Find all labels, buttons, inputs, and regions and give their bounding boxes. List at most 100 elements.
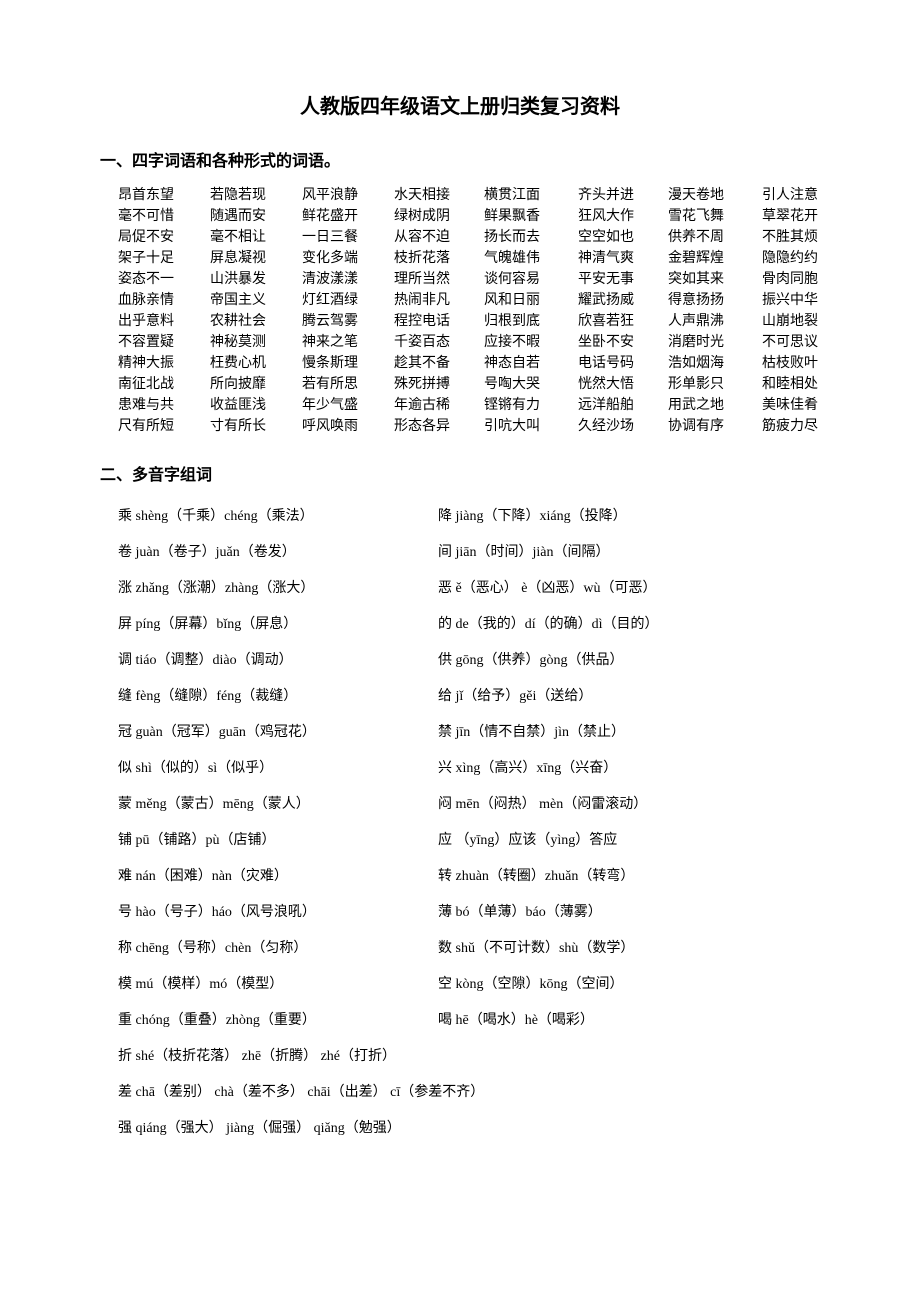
idiom-cell: 金碧辉煌 <box>668 248 748 269</box>
poly-row: 蒙 měng（蒙古）mēng（蒙人）闷 mēn（闷热） mèn（闷雷滚动） <box>118 787 820 823</box>
idiom-cell: 供养不周 <box>668 227 748 248</box>
idiom-cell: 山崩地裂 <box>762 311 842 332</box>
idiom-cell: 毫不相让 <box>210 227 290 248</box>
poly-full-cell: 折 shé（枝折花落） zhē（折腾） zhé（打折） <box>118 1039 820 1075</box>
idiom-cell: 应接不暇 <box>484 332 564 353</box>
idiom-cell: 突如其来 <box>668 269 748 290</box>
idiom-cell: 气魄雄伟 <box>484 248 564 269</box>
document-title: 人教版四年级语文上册归类复习资料 <box>100 90 820 119</box>
poly-left-cell: 卷 juàn（卷子）juǎn（卷发） <box>118 535 438 571</box>
poly-right-cell: 空 kòng（空隙）kōng（空间） <box>438 967 820 1003</box>
idiom-cell: 形单影只 <box>668 374 748 395</box>
idiom-block: 昂首东望若隐若现风平浪静水天相接横贯江面齐头并进漫天卷地引人注意毫不可惜随遇而安… <box>118 185 820 437</box>
idiom-cell: 和睦相处 <box>762 374 842 395</box>
idiom-cell: 尺有所短 <box>118 416 198 437</box>
poly-row: 屏 píng（屏幕）bǐng（屏息）的 de（我的）dí（的确）dì（目的） <box>118 607 820 643</box>
polyphonic-block: 乘 shèng（千乘）chéng（乘法）降 jiàng（下降）xiáng（投降）… <box>118 499 820 1147</box>
idiom-cell: 水天相接 <box>394 185 474 206</box>
poly-left-cell: 冠 guàn（冠军）guān（鸡冠花） <box>118 715 438 751</box>
idiom-cell: 出乎意料 <box>118 311 198 332</box>
idiom-cell: 横贯江面 <box>484 185 564 206</box>
idiom-cell: 收益匪浅 <box>210 395 290 416</box>
idiom-cell: 帝国主义 <box>210 290 290 311</box>
idiom-cell: 消磨时光 <box>668 332 748 353</box>
poly-left-cell: 乘 shèng（千乘）chéng（乘法） <box>118 499 438 535</box>
idiom-row: 南征北战所向披靡若有所思殊死拼搏号啕大哭恍然大悟形单影只和睦相处 <box>118 374 820 395</box>
section-2-heading: 二、多音字组词 <box>100 461 820 485</box>
idiom-cell: 美味佳肴 <box>762 395 842 416</box>
idiom-cell: 谈何容易 <box>484 269 564 290</box>
poly-right-cell: 喝 hē（喝水）hè（喝彩） <box>438 1003 820 1039</box>
poly-row: 难 nán（困难）nàn（灾难）转 zhuàn（转圈）zhuǎn（转弯） <box>118 859 820 895</box>
idiom-cell: 若隐若现 <box>210 185 290 206</box>
idiom-row: 出乎意料农耕社会腾云驾雾程控电话归根到底欣喜若狂人声鼎沸山崩地裂 <box>118 311 820 332</box>
idiom-cell: 隐隐约约 <box>762 248 842 269</box>
poly-row-full: 折 shé（枝折花落） zhē（折腾） zhé（打折） <box>118 1039 820 1075</box>
idiom-cell: 姿态不一 <box>118 269 198 290</box>
poly-left-cell: 涨 zhǎng（涨潮）zhàng（涨大） <box>118 571 438 607</box>
idiom-row: 精神大振枉费心机慢条斯理趁其不备神态自若电话号码浩如烟海枯枝败叶 <box>118 353 820 374</box>
poly-right-cell: 数 shǔ（不可计数）shù（数学） <box>438 931 820 967</box>
idiom-cell: 一日三餐 <box>302 227 382 248</box>
idiom-cell: 形态各异 <box>394 416 474 437</box>
idiom-row: 毫不可惜随遇而安鲜花盛开绿树成阴鲜果飘香狂风大作雪花飞舞草翠花开 <box>118 206 820 227</box>
poly-right-cell: 降 jiàng（下降）xiáng（投降） <box>438 499 820 535</box>
poly-right-cell: 兴 xìng（高兴）xīng（兴奋） <box>438 751 820 787</box>
page-container: 人教版四年级语文上册归类复习资料 一、四字词语和各种形式的词语。 昂首东望若隐若… <box>0 0 920 1302</box>
poly-row: 重 chóng（重叠）zhòng（重要）喝 hē（喝水）hè（喝彩） <box>118 1003 820 1039</box>
idiom-cell: 变化多端 <box>302 248 382 269</box>
idiom-cell: 年少气盛 <box>302 395 382 416</box>
idiom-cell: 坐卧不安 <box>578 332 658 353</box>
idiom-cell: 随遇而安 <box>210 206 290 227</box>
poly-row: 称 chēng（号称）chèn（匀称）数 shǔ（不可计数）shù（数学） <box>118 931 820 967</box>
idiom-cell: 扬长而去 <box>484 227 564 248</box>
poly-left-cell: 称 chēng（号称）chèn（匀称） <box>118 931 438 967</box>
poly-right-cell: 供 gōng（供养）gòng（供品） <box>438 643 820 679</box>
idiom-row: 局促不安毫不相让一日三餐从容不迫扬长而去空空如也供养不周不胜其烦 <box>118 227 820 248</box>
idiom-cell: 铿锵有力 <box>484 395 564 416</box>
idiom-cell: 腾云驾雾 <box>302 311 382 332</box>
poly-right-cell: 禁 jīn（情不自禁）jìn（禁止） <box>438 715 820 751</box>
idiom-row: 血脉亲情帝国主义灯红酒绿热闹非凡风和日丽耀武扬威得意扬扬振兴中华 <box>118 290 820 311</box>
idiom-cell: 毫不可惜 <box>118 206 198 227</box>
poly-right-cell: 闷 mēn（闷热） mèn（闷雷滚动） <box>438 787 820 823</box>
idiom-cell: 风平浪静 <box>302 185 382 206</box>
poly-full-cell: 差 chā（差别） chà（差不多） chāi（出差） cī（参差不齐） <box>118 1075 820 1111</box>
idiom-cell: 热闹非凡 <box>394 290 474 311</box>
idiom-row: 患难与共收益匪浅年少气盛年逾古稀铿锵有力远洋船舶用武之地美味佳肴 <box>118 395 820 416</box>
idiom-cell: 引人注意 <box>762 185 842 206</box>
idiom-cell: 枝折花落 <box>394 248 474 269</box>
idiom-cell: 狂风大作 <box>578 206 658 227</box>
idiom-cell: 神来之笔 <box>302 332 382 353</box>
idiom-cell: 人声鼎沸 <box>668 311 748 332</box>
idiom-cell: 寸有所长 <box>210 416 290 437</box>
idiom-cell: 不容置疑 <box>118 332 198 353</box>
poly-right-cell: 恶 ě（恶心） è（凶恶）wù（可恶） <box>438 571 820 607</box>
poly-right-cell: 给 jǐ（给予）gěi（送给） <box>438 679 820 715</box>
idiom-cell: 程控电话 <box>394 311 474 332</box>
idiom-cell: 绿树成阴 <box>394 206 474 227</box>
idiom-cell: 若有所思 <box>302 374 382 395</box>
idiom-cell: 骨肉同胞 <box>762 269 842 290</box>
idiom-cell: 从容不迫 <box>394 227 474 248</box>
idiom-cell: 昂首东望 <box>118 185 198 206</box>
idiom-cell: 鲜果飘香 <box>484 206 564 227</box>
poly-left-cell: 号 hào（号子）háo（风号浪吼） <box>118 895 438 931</box>
idiom-cell: 局促不安 <box>118 227 198 248</box>
idiom-cell: 灯红酒绿 <box>302 290 382 311</box>
idiom-cell: 归根到底 <box>484 311 564 332</box>
idiom-row: 尺有所短寸有所长呼风唤雨形态各异引吭大叫久经沙场协调有序筋疲力尽 <box>118 416 820 437</box>
poly-left-cell: 难 nán（困难）nàn（灾难） <box>118 859 438 895</box>
poly-left-cell: 蒙 měng（蒙古）mēng（蒙人） <box>118 787 438 823</box>
idiom-cell: 不可思议 <box>762 332 842 353</box>
idiom-cell: 耀武扬威 <box>578 290 658 311</box>
idiom-cell: 神态自若 <box>484 353 564 374</box>
idiom-cell: 枉费心机 <box>210 353 290 374</box>
idiom-cell: 恍然大悟 <box>578 374 658 395</box>
poly-right-cell: 的 de（我的）dí（的确）dì（目的） <box>438 607 820 643</box>
idiom-cell: 鲜花盛开 <box>302 206 382 227</box>
idiom-cell: 神秘莫测 <box>210 332 290 353</box>
idiom-cell: 不胜其烦 <box>762 227 842 248</box>
idiom-cell: 山洪暴发 <box>210 269 290 290</box>
idiom-cell: 远洋船舶 <box>578 395 658 416</box>
